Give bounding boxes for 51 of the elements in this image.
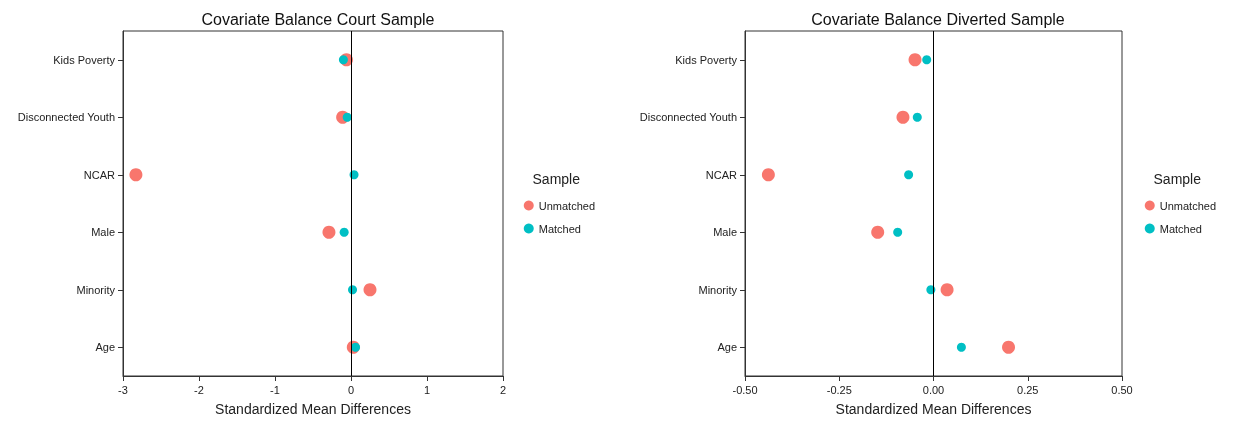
point bbox=[922, 55, 932, 65]
point bbox=[761, 168, 775, 182]
legend-title: Sample bbox=[1153, 171, 1202, 187]
y-tick-label: Male bbox=[713, 226, 737, 239]
x-tick-label: -3 bbox=[118, 383, 128, 396]
x-tick-label: -2 bbox=[194, 383, 204, 396]
point bbox=[893, 227, 903, 237]
x-tick-label: 0 bbox=[347, 383, 355, 396]
x-tick-label: 0.50 bbox=[1111, 383, 1133, 396]
point bbox=[351, 342, 361, 352]
x-tick-label: 0.00 bbox=[922, 383, 945, 396]
x-tick-label: -0.50 bbox=[732, 383, 758, 396]
x-tick-label: -0.25 bbox=[826, 383, 852, 396]
point bbox=[956, 342, 966, 352]
x-tick-label: -1 bbox=[270, 383, 280, 396]
point bbox=[896, 110, 910, 124]
x-tick-label: 2 bbox=[499, 383, 507, 396]
point bbox=[1002, 340, 1016, 354]
y-tick-label: Kids Poverty bbox=[53, 53, 116, 66]
point bbox=[912, 112, 922, 122]
point bbox=[904, 170, 914, 180]
legend-label: Matched bbox=[1159, 222, 1202, 235]
legend-label: Matched bbox=[538, 222, 581, 235]
x-axis-title: Standardized Mean Differences bbox=[835, 401, 1032, 417]
y-tick-label: NCAR bbox=[705, 168, 738, 181]
x-tick-label: 0.25 bbox=[1017, 383, 1039, 396]
point bbox=[871, 225, 885, 239]
y-tick-label: Age bbox=[717, 341, 737, 354]
point bbox=[338, 55, 348, 65]
y-tick-label: Disconnected Youth bbox=[639, 111, 737, 124]
legend-label: Unmatched bbox=[538, 199, 596, 212]
y-tick-label: Kids Poverty bbox=[675, 53, 738, 66]
point bbox=[322, 225, 336, 239]
point bbox=[940, 283, 954, 297]
point bbox=[908, 53, 922, 67]
x-axis-title: Standardized Mean Differences bbox=[215, 401, 411, 417]
y-tick-label: Male bbox=[91, 226, 115, 239]
y-tick-label: NCAR bbox=[83, 168, 116, 181]
y-tick-label: Age bbox=[95, 341, 115, 354]
y-tick-label: Minority bbox=[76, 283, 116, 296]
point bbox=[363, 283, 377, 297]
legend-label: Unmatched bbox=[1159, 199, 1217, 212]
chart-title: Covariate Balance Diverted Sample bbox=[811, 10, 1065, 28]
y-tick-label: Disconnected Youth bbox=[17, 111, 115, 124]
point bbox=[342, 112, 352, 122]
x-tick-label: 1 bbox=[423, 383, 431, 396]
chart-title: Covariate Balance Court Sample bbox=[201, 10, 435, 28]
point bbox=[339, 227, 349, 237]
point bbox=[129, 168, 143, 182]
y-tick-label: Minority bbox=[698, 283, 738, 296]
legend-title: Sample bbox=[532, 171, 581, 187]
